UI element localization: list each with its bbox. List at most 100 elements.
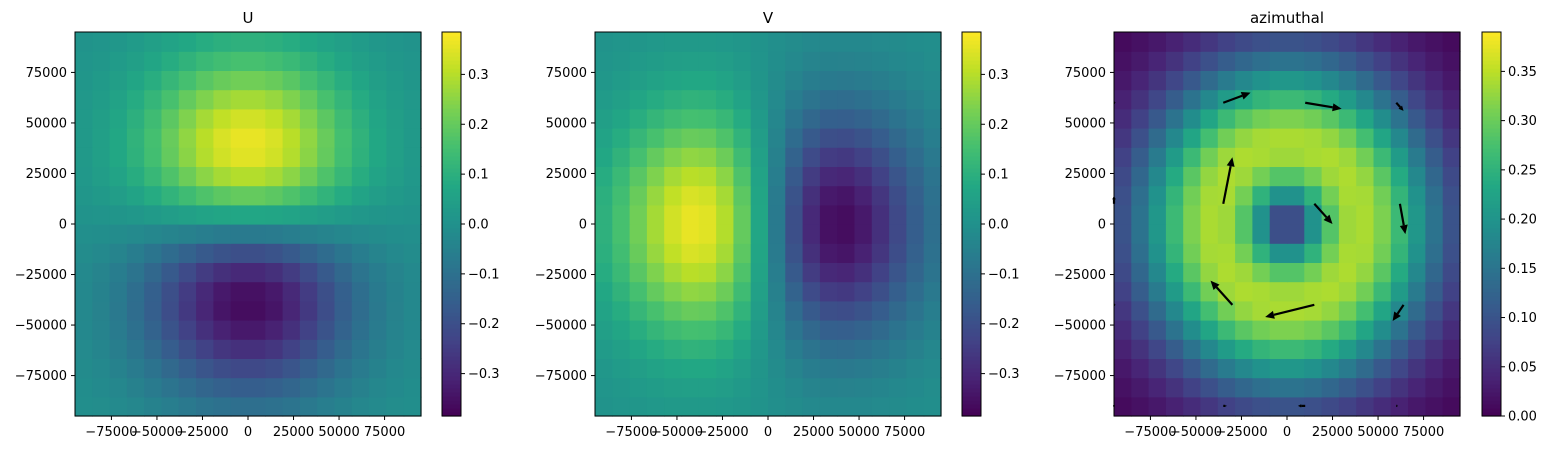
heatmap-cell — [282, 358, 301, 379]
heatmap-cell — [334, 32, 353, 52]
heatmap-cell — [248, 320, 266, 340]
heatmap-cell — [1200, 108, 1219, 129]
heatmap-cell — [716, 396, 734, 417]
heatmap-cell — [1390, 281, 1409, 302]
heatmap-cell — [230, 243, 249, 263]
heatmap-cell — [1287, 262, 1305, 283]
heatmap-cell — [109, 70, 128, 91]
heatmap-cell — [351, 377, 370, 398]
heatmap-cell — [109, 358, 128, 379]
heatmap-cell — [299, 32, 318, 52]
heatmap-cell — [351, 51, 370, 71]
heatmap-cell — [317, 70, 336, 91]
heatmap-cell — [248, 396, 266, 417]
heatmap-cell — [595, 320, 613, 340]
heatmap-cell — [646, 396, 665, 417]
heatmap-cell — [1356, 224, 1375, 244]
heatmap-cell — [403, 89, 422, 110]
quiver-arrow — [1305, 101, 1342, 112]
heatmap-cell — [1304, 185, 1323, 206]
heatmap-cells — [595, 32, 942, 417]
heatmap-cell — [1373, 51, 1392, 71]
heatmap-cell — [213, 51, 232, 71]
heatmap-cell — [681, 108, 700, 129]
heatmap-cell — [1200, 204, 1219, 225]
colorbar — [962, 32, 981, 417]
heatmap-cell — [75, 281, 93, 302]
heatmap-cell — [92, 128, 111, 148]
heatmap-cell — [282, 262, 301, 283]
heatmap-cell — [213, 262, 232, 283]
heatmap-cell — [1269, 224, 1288, 244]
heatmap-cell — [265, 300, 284, 321]
heatmap-cell — [768, 204, 786, 225]
heatmap-cell — [681, 300, 700, 321]
heatmap-cell — [75, 358, 93, 379]
heatmap-cell — [819, 166, 838, 187]
heatmap-cell — [785, 377, 804, 398]
heatmap-cell — [837, 70, 856, 91]
heatmap-cell — [161, 320, 180, 340]
heatmap-cell — [750, 262, 769, 283]
heatmap-cell — [265, 185, 284, 206]
heatmap-cell — [1321, 243, 1340, 263]
heatmap-cell — [230, 396, 249, 417]
heatmap-cell — [144, 281, 163, 302]
heatmap-cell — [403, 243, 422, 263]
heatmap-cell — [1165, 108, 1184, 129]
heatmap-cell — [629, 51, 648, 71]
heatmap-cell — [369, 185, 387, 206]
heatmap-cell — [1390, 204, 1409, 225]
colorbar-tick-label: −0.1 — [988, 267, 1020, 282]
heatmap-cell — [1131, 320, 1150, 340]
heatmap-cell — [854, 243, 873, 263]
heatmap-cell — [126, 358, 145, 379]
heatmap-cell — [750, 281, 769, 302]
heatmap-cell — [178, 128, 197, 148]
heatmap-cell — [819, 339, 838, 359]
heatmap-cell — [889, 300, 907, 321]
heatmap-cell — [698, 51, 717, 71]
heatmap-cell — [646, 339, 665, 359]
heatmap-cell — [681, 204, 700, 225]
heatmap-cell — [629, 147, 648, 167]
heatmap-cell — [595, 128, 613, 148]
heatmap-cell — [1165, 128, 1184, 148]
heatmap-cell — [403, 147, 422, 167]
heatmap-cell — [646, 185, 665, 206]
heatmap-cell — [1442, 70, 1461, 91]
heatmap-cell — [1356, 70, 1375, 91]
heatmap-cell — [646, 70, 665, 91]
heatmap-cell — [664, 204, 683, 225]
heatmap-cell — [664, 339, 683, 359]
heatmap-cell — [265, 224, 284, 244]
heatmap-cell — [802, 108, 821, 129]
heatmap-cell — [1373, 339, 1392, 359]
colorbar-tick-label: 0.3 — [988, 68, 1009, 83]
heatmap-cell — [282, 281, 301, 302]
heatmap-cell — [1131, 128, 1150, 148]
heatmap-cell — [126, 166, 145, 187]
heatmap-cell — [1338, 224, 1357, 244]
heatmap-cell — [317, 108, 336, 129]
heatmap-cell — [92, 32, 111, 52]
heatmap-cell — [1252, 51, 1271, 71]
heatmap-cell — [802, 224, 821, 244]
heatmap-cell — [1408, 89, 1426, 110]
heatmap-cell — [629, 320, 648, 340]
heatmap-cell — [733, 377, 752, 398]
x-tick-label: −50000 — [1170, 425, 1222, 440]
colorbar — [1482, 32, 1501, 417]
heatmap-cell — [92, 243, 111, 263]
heatmap-cell — [1390, 89, 1409, 110]
heatmap-cell — [1114, 89, 1132, 110]
heatmap-cell — [1287, 70, 1305, 91]
heatmap-cell — [664, 32, 683, 52]
heatmap-cell — [1390, 243, 1409, 263]
heatmap-cell — [351, 89, 370, 110]
heatmap-cell — [595, 224, 613, 244]
heatmap-cell — [230, 185, 249, 206]
quiver-arrow — [1210, 280, 1234, 306]
heatmap-cell — [698, 204, 717, 225]
heatmap-cell — [1287, 377, 1305, 398]
